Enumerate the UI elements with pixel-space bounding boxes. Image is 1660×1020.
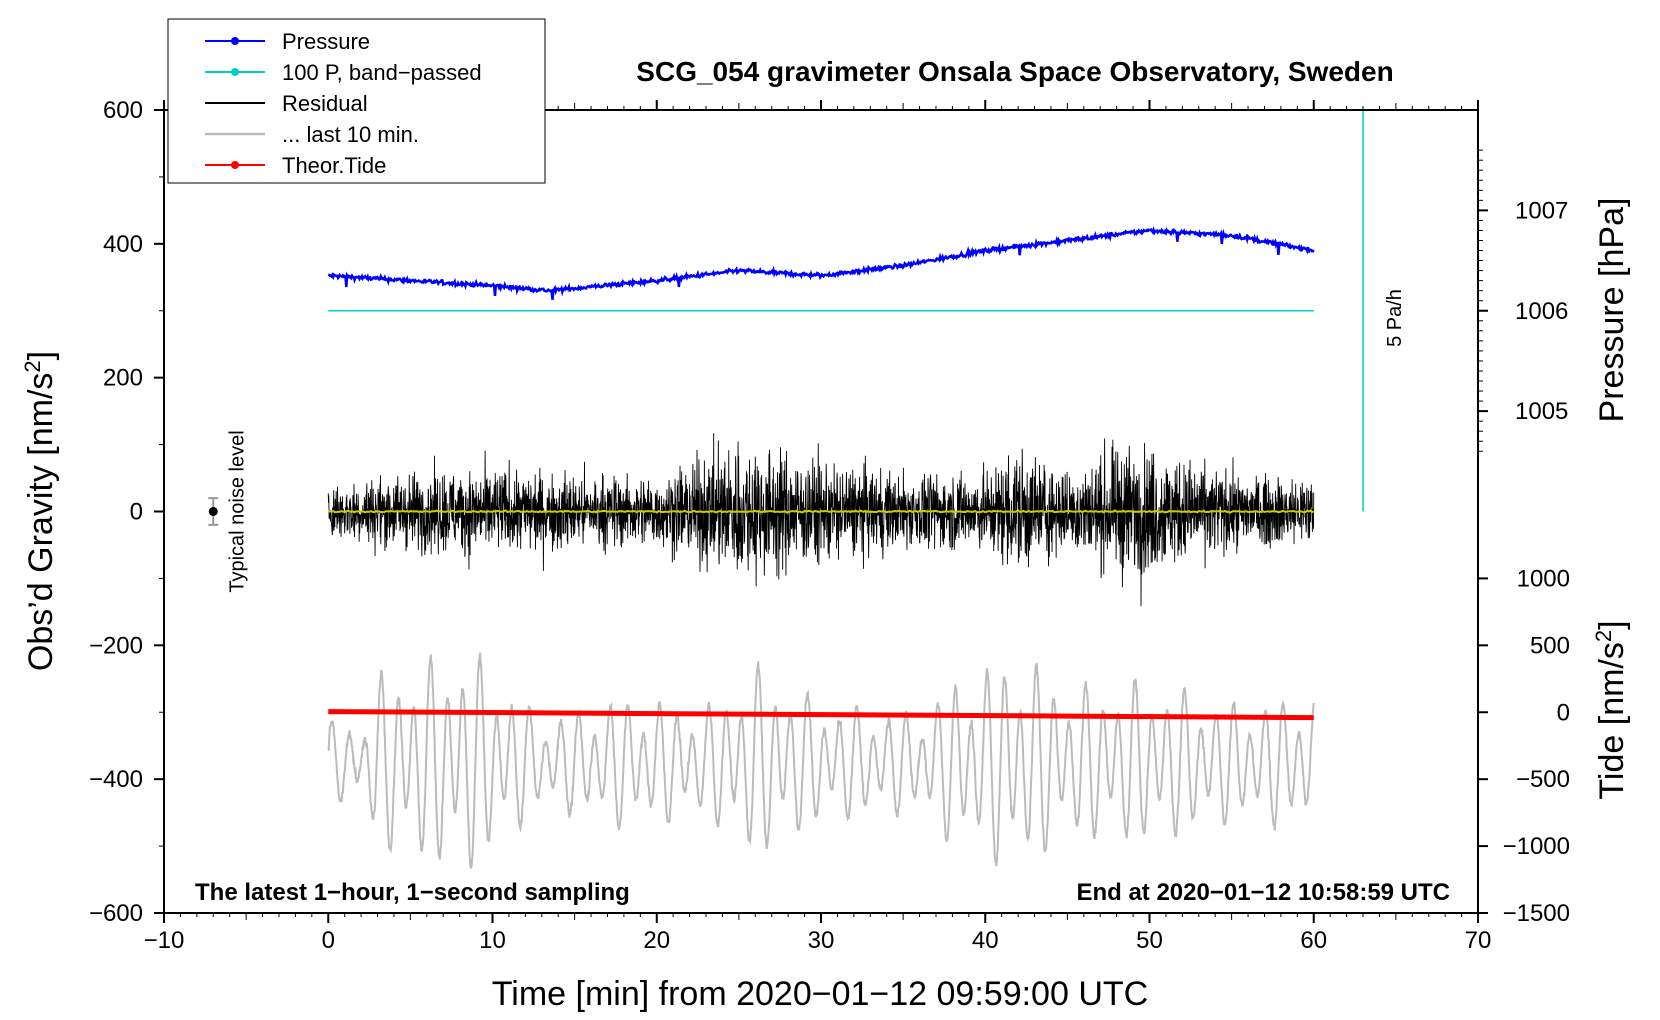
x-tick-label: 30 <box>808 927 835 954</box>
x-tick-label: 50 <box>1136 927 1163 954</box>
y-tick-label: 600 <box>103 97 143 124</box>
x-tick-label: 70 <box>1465 927 1492 954</box>
x-tick-label: 10 <box>479 927 506 954</box>
tide-tick-label: 1000 <box>1517 565 1570 592</box>
x-axis-title: Time [min] from 2020−01−12 09:59:00 UTC <box>492 975 1148 1013</box>
legend-marker <box>231 37 239 45</box>
noise-marker-point <box>208 507 218 516</box>
y-tick-label: −200 <box>89 632 143 659</box>
pressure-tick-label: 1006 <box>1515 298 1568 325</box>
x-tick-label: 60 <box>1300 927 1327 954</box>
scale-bar-label: 5 Pa/h <box>1384 289 1406 347</box>
x-tick-label: 20 <box>643 927 670 954</box>
legend-marker <box>231 161 239 169</box>
legend-box <box>167 18 546 184</box>
bottom-left-annotation: The latest 1−hour, 1−second sampling <box>195 879 630 906</box>
y-axis-title-tide-text: Tide [nm/s <box>1593 642 1631 799</box>
y-axis-title-left-sup: 2 <box>20 360 45 372</box>
tide-tick-label: −1000 <box>1503 833 1570 860</box>
legend-label: Residual <box>282 91 368 116</box>
pressure-tick-label: 1007 <box>1515 197 1568 224</box>
y-axis-title-tide-sup: 2 <box>1591 630 1616 642</box>
legend-label: Pressure <box>282 29 370 54</box>
y-axis-title-tide-close: ] <box>1593 620 1631 629</box>
y-tick-label: −400 <box>89 766 143 793</box>
last-10-min-line <box>327 652 1315 869</box>
y-tick-label: 400 <box>103 231 143 258</box>
theor-tide-line <box>328 709 1314 721</box>
pressure-tick-label: 1005 <box>1515 398 1568 425</box>
y-tick-label: −600 <box>89 900 143 927</box>
legend-marker <box>231 68 239 76</box>
y-axis-title-left-text: Obs’d Gravity [nm/s <box>22 373 60 672</box>
y-tick-label: 0 <box>130 499 143 526</box>
residual-mean-line <box>328 509 1315 514</box>
chart-title: SCG_054 gravimeter Onsala Space Observat… <box>636 56 1393 87</box>
y-tick-label: 200 <box>103 365 143 392</box>
tide-tick-label: 0 <box>1557 699 1570 726</box>
y-axis-title-left-close: ] <box>22 351 60 360</box>
y-axis-title-left: Obs’d Gravity [nm/s2] <box>20 351 61 671</box>
x-tick-label: −10 <box>144 927 185 954</box>
y-axis-title-tide: Tide [nm/s2] <box>1591 620 1632 799</box>
x-tick-label: 0 <box>322 927 335 954</box>
tide-tick-label: −1500 <box>1503 900 1570 927</box>
legend-label: 100 P, band−passed <box>282 60 482 85</box>
tide-tick-label: 500 <box>1530 632 1570 659</box>
pressure-line <box>327 225 1315 300</box>
bottom-right-annotation: End at 2020−01−12 10:58:59 UTC <box>1076 879 1450 906</box>
y-axis-title-pressure: Pressure [hPa] <box>1593 198 1631 423</box>
tide-tick-label: −500 <box>1516 766 1570 793</box>
legend-label: ... last 10 min. <box>282 122 419 147</box>
x-tick-label: 40 <box>972 927 999 954</box>
legend-label: Theor.Tide <box>282 153 386 178</box>
noise-label: Typical noise level <box>226 430 248 592</box>
